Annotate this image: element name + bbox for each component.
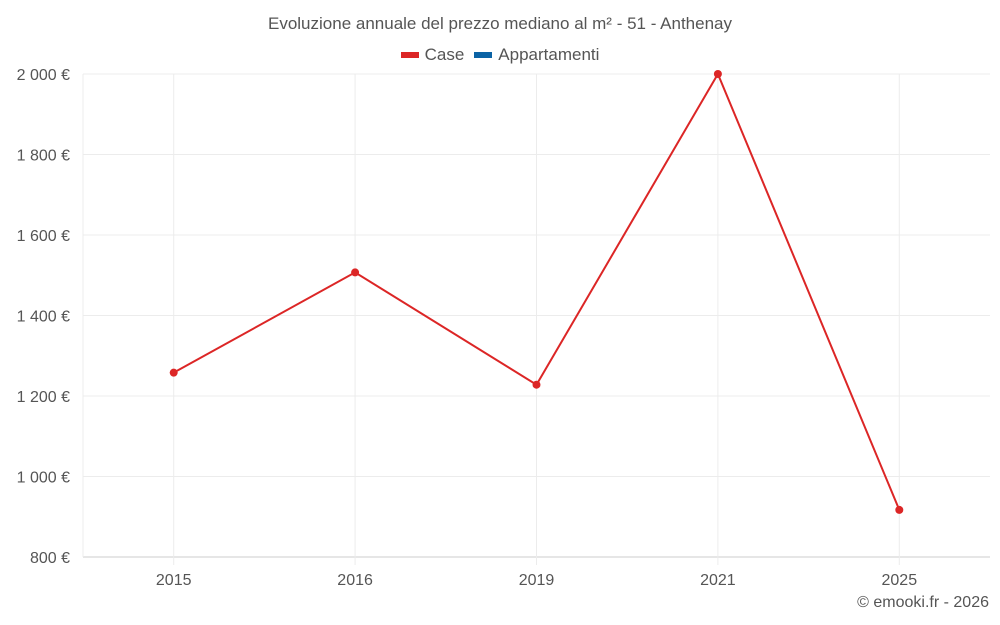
legend: Case Appartamenti [0, 45, 1000, 65]
x-tick-label: 2019 [519, 572, 555, 589]
x-tick-label: 2015 [156, 572, 192, 589]
y-tick-label: 800 € [30, 550, 70, 567]
y-tick-label: 1 000 € [17, 470, 70, 487]
y-tick-label: 1 800 € [17, 148, 70, 165]
x-tick-label: 2025 [882, 572, 918, 589]
legend-label-appartamenti: Appartamenti [498, 45, 600, 64]
credit-text: © emooki.fr - 2026 [857, 594, 989, 611]
y-tick-label: 2 000 € [17, 67, 70, 84]
legend-swatch-appartamenti [474, 52, 493, 58]
legend-label-case: Case [424, 45, 465, 64]
x-tick-label: 2016 [337, 572, 373, 589]
legend-item-appartamenti[interactable]: Appartamenti [474, 45, 599, 65]
data-point [532, 380, 541, 389]
chart-title: Evoluzione annuale del prezzo mediano al… [267, 14, 732, 33]
y-tick-label: 1 600 € [17, 228, 70, 245]
data-point [713, 70, 722, 78]
legend-item-case[interactable]: Case [400, 45, 465, 65]
data-point [895, 505, 904, 514]
legend-swatch-case [400, 52, 419, 58]
y-tick-label: 1 400 € [17, 309, 70, 326]
y-tick-label: 1 200 € [17, 389, 70, 406]
x-tick-label: 2021 [700, 572, 736, 589]
data-point [169, 368, 178, 377]
data-point [351, 268, 360, 277]
